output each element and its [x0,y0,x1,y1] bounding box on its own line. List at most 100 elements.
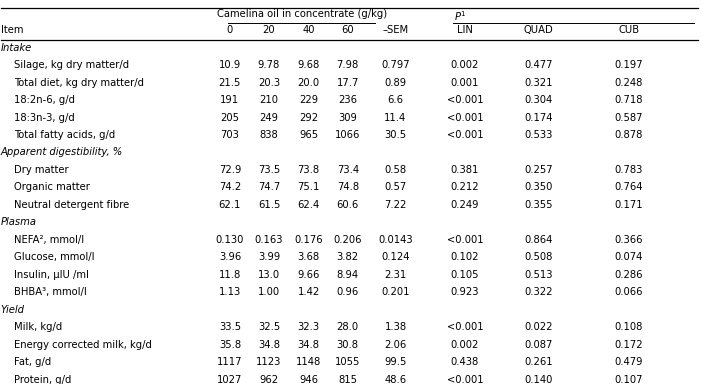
Text: Yield: Yield [1,305,25,315]
Text: 0.381: 0.381 [450,165,479,175]
Text: 229: 229 [299,95,318,105]
Text: Glucose, mmol/l: Glucose, mmol/l [14,252,94,262]
Text: 0.002: 0.002 [450,60,479,70]
Text: 0.105: 0.105 [450,270,479,280]
Text: 0.764: 0.764 [615,182,643,192]
Text: 7.22: 7.22 [385,200,406,210]
Text: 0.321: 0.321 [524,78,553,88]
Text: 0.174: 0.174 [524,113,553,122]
Text: 0.087: 0.087 [524,339,553,350]
Text: 0.140: 0.140 [524,374,553,384]
Text: 0.102: 0.102 [450,252,479,262]
Text: Dry matter: Dry matter [14,165,69,175]
Text: 0.89: 0.89 [385,78,406,88]
Text: 9.68: 9.68 [298,60,320,70]
Text: Organic matter: Organic matter [14,182,90,192]
Text: Protein, g/d: Protein, g/d [14,374,71,384]
Text: 0.477: 0.477 [524,60,553,70]
Text: 2.06: 2.06 [385,339,406,350]
Text: 72.9: 72.9 [219,165,241,175]
Text: 6.6: 6.6 [388,95,403,105]
Text: 0.261: 0.261 [524,357,553,367]
Text: 0.783: 0.783 [615,165,643,175]
Text: 73.5: 73.5 [258,165,280,175]
Text: Item: Item [1,25,23,35]
Text: 11.8: 11.8 [219,270,241,280]
Text: 1117: 1117 [217,357,243,367]
Text: 0.248: 0.248 [615,78,643,88]
Text: QUAD: QUAD [523,25,554,35]
Text: 0.257: 0.257 [524,165,553,175]
Text: 1.38: 1.38 [385,322,406,332]
Text: 0.171: 0.171 [615,200,643,210]
Text: 0.172: 0.172 [615,339,643,350]
Text: <0.001: <0.001 [447,95,483,105]
Text: <0.001: <0.001 [447,374,483,384]
Text: 0.438: 0.438 [450,357,479,367]
Text: 0.201: 0.201 [381,287,410,297]
Text: 60.6: 60.6 [337,200,359,210]
Text: 0.923: 0.923 [450,287,479,297]
Text: 1055: 1055 [335,357,361,367]
Text: 21.5: 21.5 [219,78,241,88]
Text: NEFA², mmol/l: NEFA², mmol/l [14,235,84,245]
Text: Total diet, kg dry matter/d: Total diet, kg dry matter/d [14,78,144,88]
Text: 1027: 1027 [217,374,243,384]
Text: 0.58: 0.58 [385,165,406,175]
Text: Energy corrected milk, kg/d: Energy corrected milk, kg/d [14,339,152,350]
Text: 0.066: 0.066 [615,287,643,297]
Text: 0.322: 0.322 [524,287,553,297]
Text: 1.00: 1.00 [258,287,280,297]
Text: <0.001: <0.001 [447,130,483,140]
Text: 0.304: 0.304 [524,95,553,105]
Text: 74.8: 74.8 [337,182,359,192]
Text: 34.8: 34.8 [298,339,320,350]
Text: 0.212: 0.212 [450,182,479,192]
Text: 0.508: 0.508 [524,252,553,262]
Text: 32.3: 32.3 [298,322,320,332]
Text: 0.130: 0.130 [215,235,244,245]
Text: 9.78: 9.78 [258,60,280,70]
Text: 99.5: 99.5 [385,357,406,367]
Text: 0.074: 0.074 [615,252,643,262]
Text: 0.57: 0.57 [385,182,406,192]
Text: 73.4: 73.4 [337,165,359,175]
Text: Intake: Intake [1,43,32,53]
Text: 61.5: 61.5 [258,200,280,210]
Text: 9.66: 9.66 [298,270,320,280]
Text: Milk, kg/d: Milk, kg/d [14,322,62,332]
Text: 962: 962 [260,374,278,384]
Text: <0.001: <0.001 [447,322,483,332]
Text: Fat, g/d: Fat, g/d [14,357,51,367]
Text: 205: 205 [221,113,239,122]
Text: 0.124: 0.124 [381,252,410,262]
Text: 34.8: 34.8 [258,339,280,350]
Text: BHBA³, mmol/l: BHBA³, mmol/l [14,287,87,297]
Text: 18:2n-6, g/d: 18:2n-6, g/d [14,95,74,105]
Text: 40: 40 [302,25,315,35]
Text: 33.5: 33.5 [219,322,241,332]
Text: 2.31: 2.31 [385,270,406,280]
Text: Apparent digestibility, %: Apparent digestibility, % [1,147,123,157]
Text: 10.9: 10.9 [219,60,241,70]
Text: 0: 0 [227,25,233,35]
Text: 3.96: 3.96 [219,252,241,262]
Text: 62.4: 62.4 [298,200,320,210]
Text: LIN: LIN [457,25,473,35]
Text: 11.4: 11.4 [385,113,406,122]
Text: 292: 292 [299,113,318,122]
Text: 0.022: 0.022 [524,322,553,332]
Text: 815: 815 [338,374,357,384]
Text: 74.2: 74.2 [219,182,241,192]
Text: 1123: 1123 [256,357,282,367]
Text: 0.479: 0.479 [615,357,643,367]
Text: 0.163: 0.163 [254,235,283,245]
Text: –SEM: –SEM [382,25,408,35]
Text: 28.0: 28.0 [337,322,359,332]
Text: 20.0: 20.0 [298,78,320,88]
Text: Camelina oil in concentrate (g/kg): Camelina oil in concentrate (g/kg) [217,9,387,19]
Text: 0.0143: 0.0143 [378,235,413,245]
Text: 0.249: 0.249 [450,200,479,210]
Text: 0.286: 0.286 [615,270,643,280]
Text: 0.366: 0.366 [615,235,643,245]
